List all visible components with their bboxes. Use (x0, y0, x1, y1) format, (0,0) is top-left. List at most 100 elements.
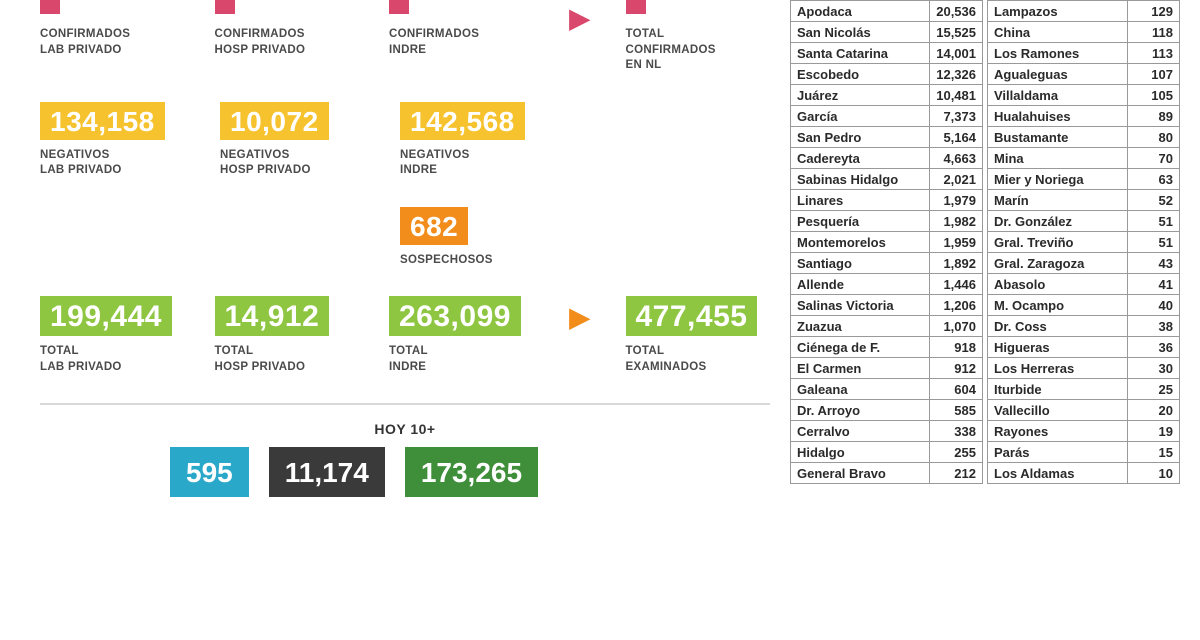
table-row: Hidalgo255 (791, 442, 983, 463)
mun-value: 10 (1128, 463, 1180, 484)
divider (40, 403, 770, 405)
value-box: 199,444 (40, 296, 172, 336)
mun-name: Iturbide (988, 379, 1128, 400)
table-row: Agualeguas107 (988, 64, 1180, 85)
mun-name: Linares (791, 190, 930, 211)
table-row: Marín52 (988, 190, 1180, 211)
table-row: Apodaca20,536 (791, 1, 983, 22)
mun-value: 912 (930, 358, 983, 379)
mun-value: 41 (1128, 274, 1180, 295)
stat-label: NEGATIVOS HOSP PRIVADO (220, 148, 370, 179)
mun-value: 20 (1128, 400, 1180, 421)
value-box: 477,455 (626, 296, 758, 336)
mun-name: Gral. Zaragoza (988, 253, 1128, 274)
stat-label: NEGATIVOS LAB PRIVADO (40, 148, 190, 179)
stat-total-exam: 477,455 TOTAL EXAMINADOS (626, 296, 771, 375)
mun-name: Apodaca (791, 1, 930, 22)
mun-value: 918 (930, 337, 983, 358)
value-box: 134,158 (40, 102, 165, 140)
mun-value: 12,326 (930, 64, 983, 85)
table-row: Iturbide25 (988, 379, 1180, 400)
table-row: Lampazos129 (988, 1, 1180, 22)
mun-name: Gral. Treviño (988, 232, 1128, 253)
mun-name: Montemorelos (791, 232, 930, 253)
table-row: Vallecillo20 (988, 400, 1180, 421)
mun-value: 107 (1128, 64, 1180, 85)
mun-name: General Bravo (791, 463, 930, 484)
value-box: 14,912 (215, 296, 330, 336)
mun-value: 105 (1128, 85, 1180, 106)
mun-value: 36 (1128, 337, 1180, 358)
mun-name: García (791, 106, 930, 127)
stat-label: CONFIRMADOS LAB PRIVADO (40, 27, 185, 58)
stats-panel: CONFIRMADOS LAB PRIVADO CONFIRMADOS HOSP… (0, 0, 790, 640)
table-row: Los Aldamas10 (988, 463, 1180, 484)
mun-value: 5,164 (930, 127, 983, 148)
value-box (215, 0, 235, 14)
mun-value: 40 (1128, 295, 1180, 316)
hoy-box-a: 595 (170, 447, 249, 497)
stat-label: TOTAL INDRE (389, 344, 534, 375)
stat-label: TOTAL EXAMINADOS (626, 344, 771, 375)
mun-name: Villaldama (988, 85, 1128, 106)
mun-value: 19 (1128, 421, 1180, 442)
stat-neg-lab: 134,158 NEGATIVOS LAB PRIVADO (40, 102, 190, 179)
table-row: Cerralvo338 (791, 421, 983, 442)
mun-name: Escobedo (791, 64, 930, 85)
mun-name: Hualahuises (988, 106, 1128, 127)
table-row: Abasolo41 (988, 274, 1180, 295)
table-row: Cadereyta4,663 (791, 148, 983, 169)
mun-name: Santa Catarina (791, 43, 930, 64)
mun-name: M. Ocampo (988, 295, 1128, 316)
table-row: Gral. Zaragoza43 (988, 253, 1180, 274)
stat-sospechosos: 682 SOSPECHOSOS (400, 207, 550, 269)
table-row: Higueras36 (988, 337, 1180, 358)
mun-value: 1,979 (930, 190, 983, 211)
value-box: 682 (400, 207, 468, 245)
arrow-icon: ▶ (570, 302, 590, 333)
stat-label: TOTAL CONFIRMADOS EN NL (626, 27, 771, 74)
mun-value: 63 (1128, 169, 1180, 190)
mun-name: Bustamante (988, 127, 1128, 148)
table-row: General Bravo212 (791, 463, 983, 484)
stat-label: NEGATIVOS INDRE (400, 148, 550, 179)
mun-name: Abasolo (988, 274, 1128, 295)
row-negativos: 134,158 NEGATIVOS LAB PRIVADO 10,072 NEG… (40, 102, 770, 179)
mun-name: Sabinas Hidalgo (791, 169, 930, 190)
mun-value: 80 (1128, 127, 1180, 148)
table-row: Juárez10,481 (791, 85, 983, 106)
mun-value: 30 (1128, 358, 1180, 379)
table-row: El Carmen912 (791, 358, 983, 379)
mun-name: Los Aldamas (988, 463, 1128, 484)
stat-confirmados-lab: CONFIRMADOS LAB PRIVADO (40, 0, 185, 58)
mun-name: Dr. Coss (988, 316, 1128, 337)
table-row: Sabinas Hidalgo2,021 (791, 169, 983, 190)
stat-neg-hosp: 10,072 NEGATIVOS HOSP PRIVADO (220, 102, 370, 179)
mun-value: 51 (1128, 211, 1180, 232)
stat-label: TOTAL LAB PRIVADO (40, 344, 185, 375)
mun-name: Mier y Noriega (988, 169, 1128, 190)
value-box (626, 0, 646, 14)
table-row: Mier y Noriega63 (988, 169, 1180, 190)
stat-total-lab: 199,444 TOTAL LAB PRIVADO (40, 296, 185, 375)
row-confirmados: CONFIRMADOS LAB PRIVADO CONFIRMADOS HOSP… (40, 0, 770, 74)
mun-name: Pesquería (791, 211, 930, 232)
table-row: Hualahuises89 (988, 106, 1180, 127)
mun-value: 7,373 (930, 106, 983, 127)
table-row: Bustamante80 (988, 127, 1180, 148)
table-row: M. Ocampo40 (988, 295, 1180, 316)
table-row: Rayones19 (988, 421, 1180, 442)
mun-name: Lampazos (988, 1, 1128, 22)
mun-value: 4,663 (930, 148, 983, 169)
value-box: 263,099 (389, 296, 521, 336)
table-row: Dr. Coss38 (988, 316, 1180, 337)
table-row: Zuazua1,070 (791, 316, 983, 337)
table-row: Dr. González51 (988, 211, 1180, 232)
table-row: Los Herreras30 (988, 358, 1180, 379)
value-box (389, 0, 409, 14)
table-row: Dr. Arroyo585 (791, 400, 983, 421)
value-box (40, 0, 60, 14)
stat-label: CONFIRMADOS HOSP PRIVADO (215, 27, 360, 58)
table-row: Mina70 (988, 148, 1180, 169)
stat-label: CONFIRMADOS INDRE (389, 27, 534, 58)
